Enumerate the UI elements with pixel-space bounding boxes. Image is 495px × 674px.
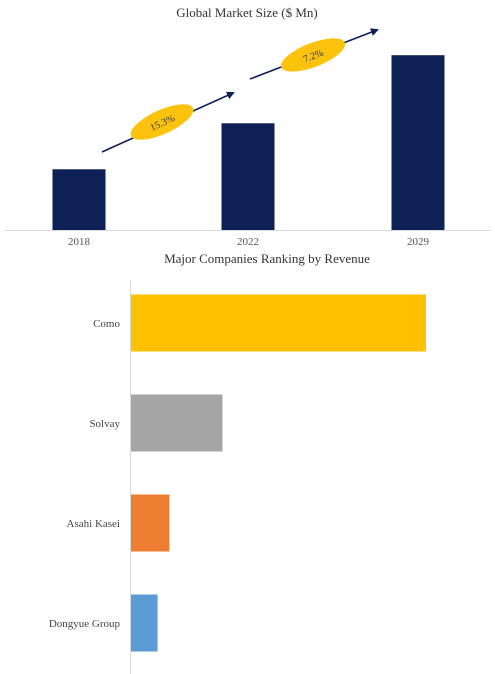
bar-solvay — [131, 394, 223, 452]
x-tick-label: 2029 — [407, 236, 430, 248]
growth-badge-ellipse — [130, 104, 194, 140]
company-ranking-chart: Major Companies Ranking by Revenue Como So… — [49, 251, 426, 674]
growth-badge-ellipse — [280, 38, 346, 72]
market-size-chart: Global Market Size ($ Mn) 2018 2022 2029 15.… — [4, 5, 491, 248]
y-category-label: Solvay — [89, 418, 120, 430]
bar-2018 — [52, 169, 106, 230]
x-tick-label: 2018 — [68, 236, 91, 248]
chart-title: Global Market Size ($ Mn) — [176, 5, 318, 20]
bar-2029 — [391, 55, 445, 231]
bar-asahi-kasei — [131, 494, 170, 552]
y-category-label: Dongyue Group — [49, 618, 121, 630]
chart-title: Major Companies Ranking by Revenue — [164, 251, 370, 266]
y-category-label: Como — [93, 318, 120, 330]
growth-badge: 7.2% — [280, 38, 346, 72]
bar-como — [131, 294, 426, 352]
bar-2022 — [221, 123, 275, 230]
y-category-label: Asahi Kasei — [67, 518, 120, 530]
bar-dongyue-group — [131, 594, 158, 652]
growth-badge: 15.3% — [130, 104, 194, 140]
x-tick-label: 2022 — [237, 236, 259, 248]
